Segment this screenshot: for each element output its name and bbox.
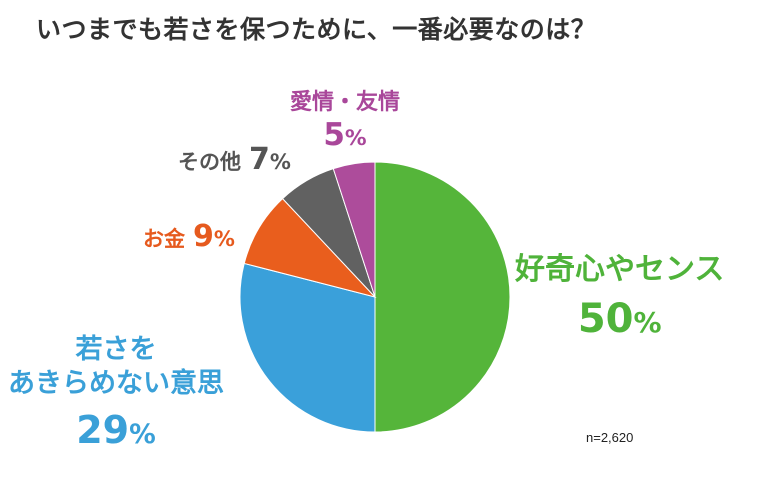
slice-value-curiosity: 50 [577,296,634,342]
pie-slice-love [332,161,376,298]
slice-value-youth: 29 [76,407,130,452]
slice-unit-other: % [269,150,291,174]
slice-label-other: その他 7% [178,145,291,175]
slice-unit-youth: % [129,418,156,450]
slice-value-other: 7 [249,142,270,177]
slice-name-curiosity: 好奇心やセンス [515,252,725,287]
sample-size-note: n=2,620 [586,430,634,445]
slice-label-love: 愛情・友情 5% [290,92,400,151]
slice-label-curiosity: 好奇心やセンス 50% [515,252,725,342]
slice-unit-love: % [344,126,367,151]
pie-slice-youth [239,262,376,433]
slice-name-other: その他 [178,150,241,174]
slice-unit-curiosity: % [633,306,662,339]
pie-slice-curiosity [374,161,511,433]
chart-title: いつまでも若さを保つために、一番必要なのは？ [36,15,597,44]
slice-value-love: 5 [323,117,345,153]
slice-label-money: お金 9% [143,222,235,252]
slice-name-youth-line1: 若さを [75,334,157,365]
slice-name-youth-line2: あきらめない意思 [8,367,224,399]
slice-label-youth: 若さを あきらめない意思 29% [8,333,224,449]
slice-name-money: お金 [143,227,185,251]
slice-unit-money: % [213,227,235,251]
slice-name-love: 愛情・友情 [290,90,401,115]
slice-value-money: 9 [193,219,214,254]
